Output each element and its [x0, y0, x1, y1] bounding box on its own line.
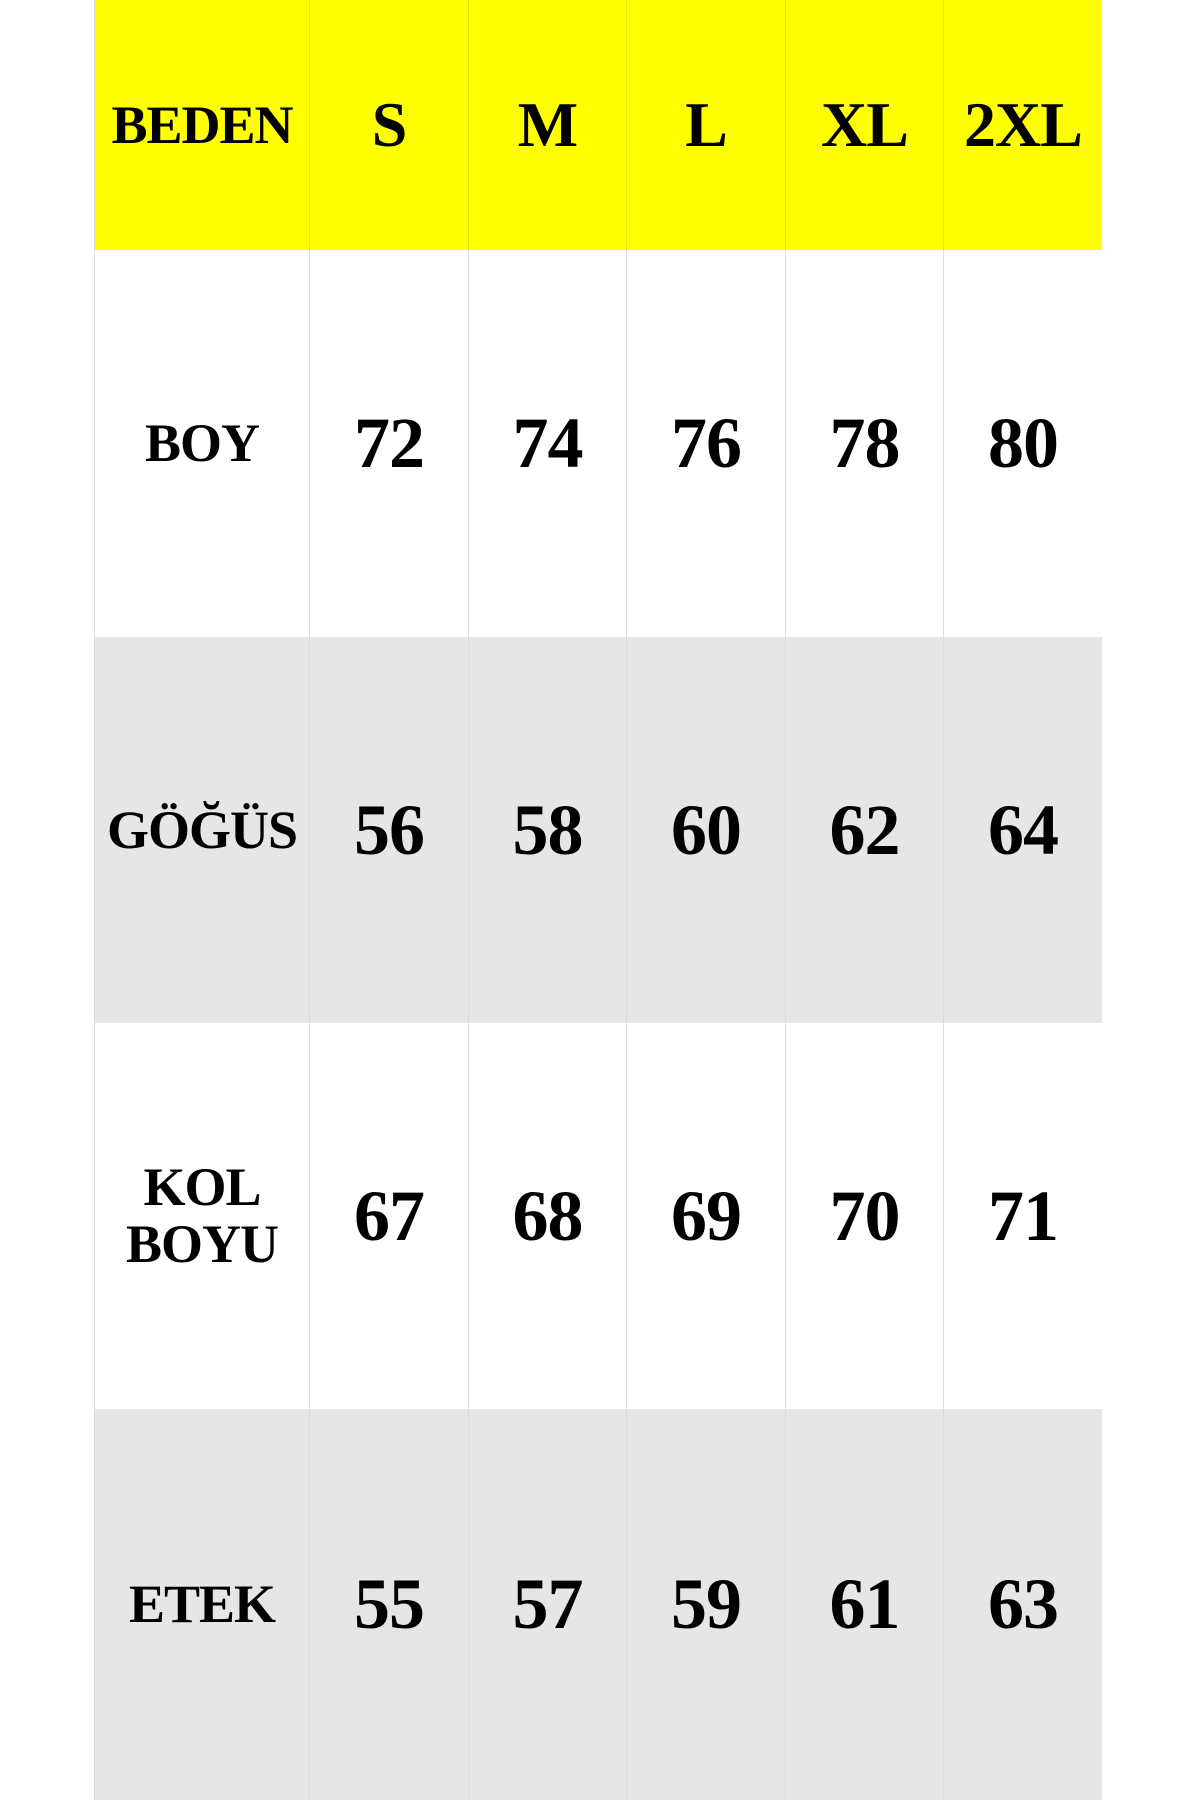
size-value: 69 [627, 1023, 786, 1409]
size-value: 58 [469, 637, 627, 1023]
size-value: 70 [786, 1023, 944, 1409]
row-label: GÖĞÜS [95, 637, 310, 1023]
header-cell: XL [786, 0, 944, 250]
size-value: 56 [310, 637, 469, 1023]
size-value: 76 [627, 250, 786, 637]
size-value: 57 [469, 1409, 627, 1800]
row-label: KOL BOYU [95, 1023, 310, 1409]
header-cell: M [469, 0, 627, 250]
size-value: 64 [944, 637, 1102, 1023]
size-value: 60 [627, 637, 786, 1023]
header-cell: L [627, 0, 786, 250]
size-value: 61 [786, 1409, 944, 1800]
size-value: 80 [944, 250, 1102, 637]
size-value: 62 [786, 637, 944, 1023]
size-table: BEDEN S M L XL 2XL BOY 72 74 76 78 80 GÖĞÜS 56 58 60 62 6… [94, 0, 1102, 1800]
row-label: BOY [95, 250, 310, 637]
size-value: 67 [310, 1023, 469, 1409]
size-value: 72 [310, 250, 469, 637]
size-value: 63 [944, 1409, 1102, 1800]
header-cell: S [310, 0, 469, 250]
size-value: 78 [786, 250, 944, 637]
size-value: 74 [469, 250, 627, 637]
size-value: 59 [627, 1409, 786, 1800]
header-cell: 2XL [944, 0, 1102, 250]
size-value: 71 [944, 1023, 1102, 1409]
row-label: ETEK [95, 1409, 310, 1800]
size-value: 55 [310, 1409, 469, 1800]
header-cell: BEDEN [95, 0, 310, 250]
size-value: 68 [469, 1023, 627, 1409]
